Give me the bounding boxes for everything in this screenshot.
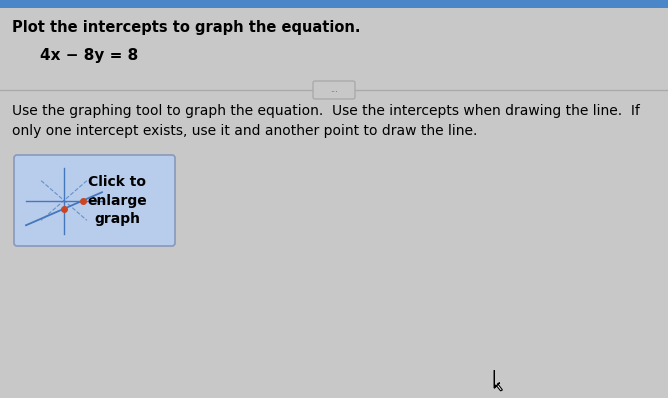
Text: ...: ...	[330, 86, 338, 94]
Text: Click to
enlarge
graph: Click to enlarge graph	[87, 175, 147, 226]
FancyBboxPatch shape	[313, 81, 355, 99]
FancyBboxPatch shape	[14, 155, 175, 246]
Text: Plot the intercepts to graph the equation.: Plot the intercepts to graph the equatio…	[12, 20, 361, 35]
Bar	[0, 0, 668, 8]
Text: Use the graphing tool to graph the equation.  Use the intercepts when drawing th: Use the graphing tool to graph the equat…	[12, 104, 640, 137]
Text: 4x − 8y = 8: 4x − 8y = 8	[40, 48, 138, 63]
Polygon shape	[494, 370, 502, 391]
